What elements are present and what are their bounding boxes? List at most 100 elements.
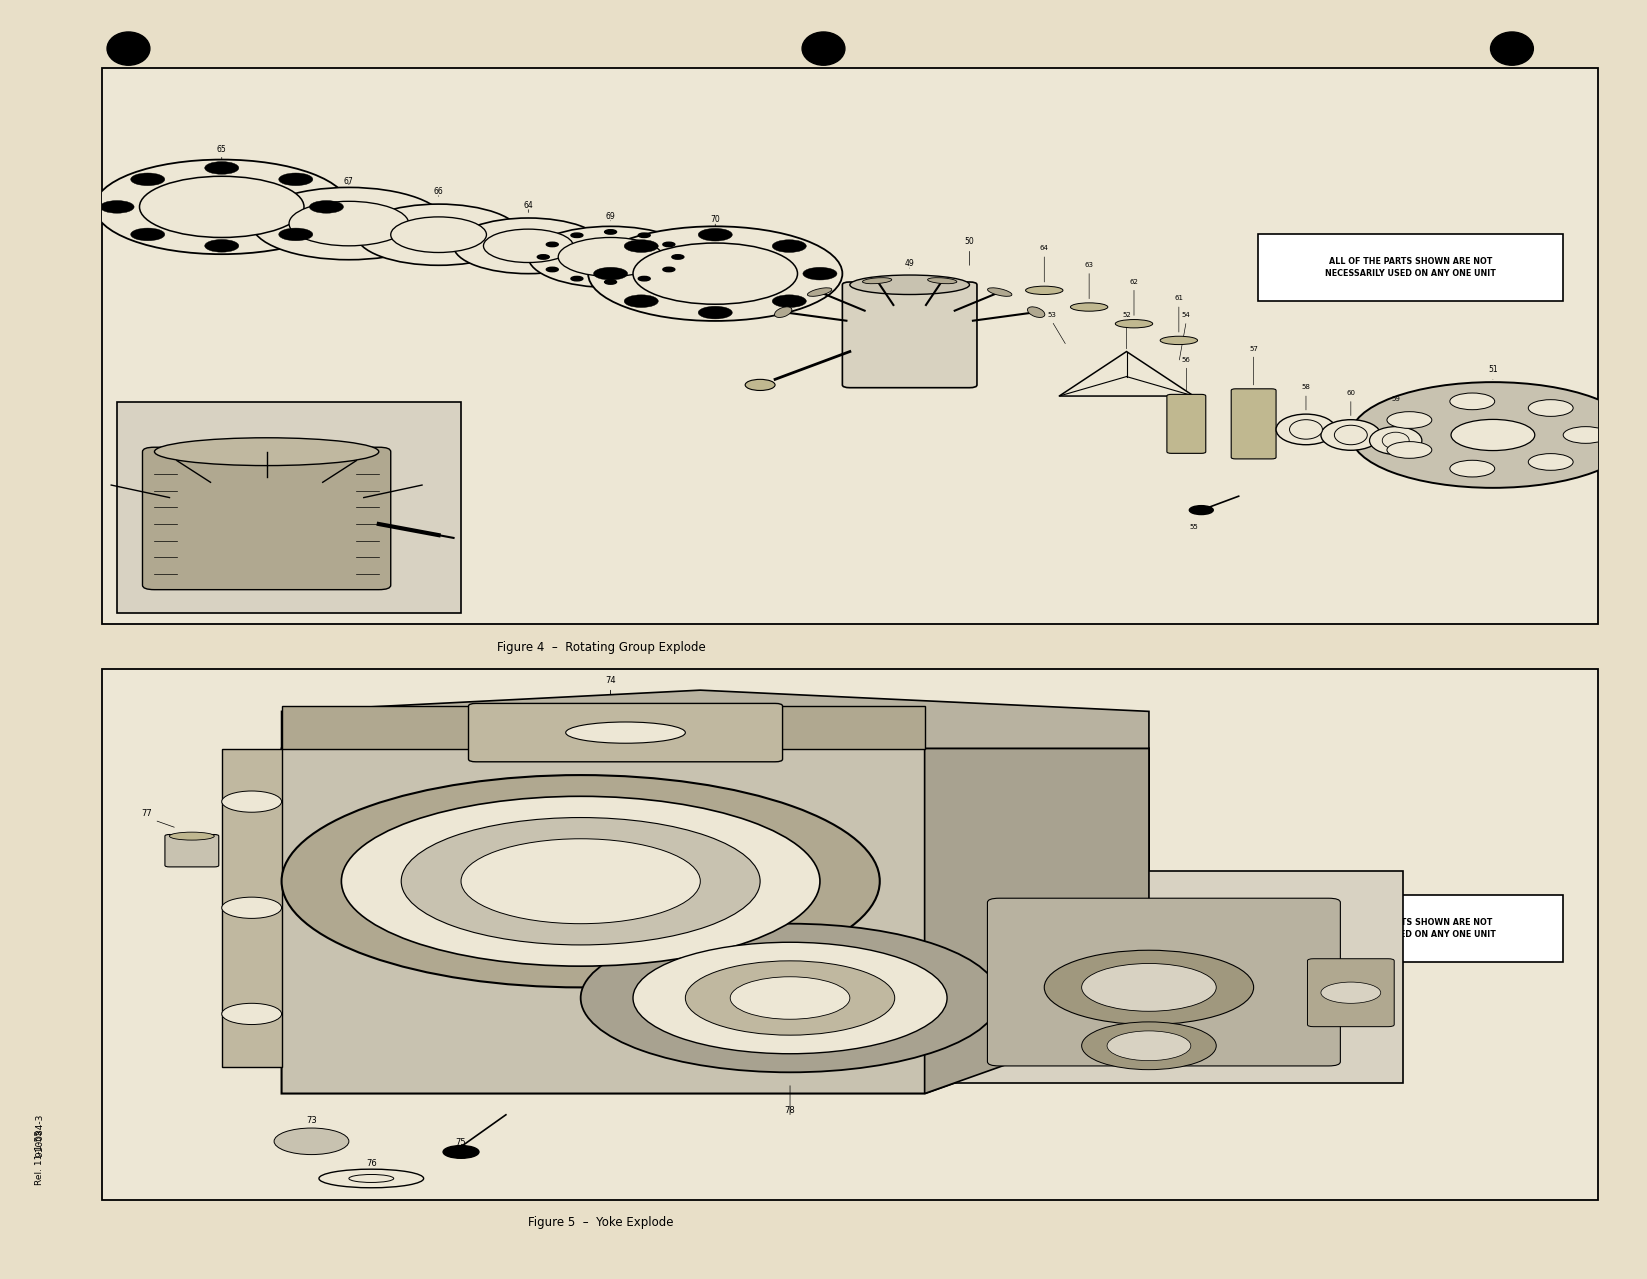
Text: ALL OF THE PARTS SHOWN ARE NOT
NECESSARILY USED ON ANY ONE UNIT: ALL OF THE PARTS SHOWN ARE NOT NECESSARI… xyxy=(1326,918,1495,939)
Circle shape xyxy=(204,161,239,174)
Circle shape xyxy=(698,306,733,318)
Circle shape xyxy=(604,280,616,284)
Circle shape xyxy=(1451,420,1535,450)
Bar xyxy=(1258,895,1563,962)
Text: 49: 49 xyxy=(904,260,914,269)
Circle shape xyxy=(547,242,558,247)
Circle shape xyxy=(278,173,313,185)
Circle shape xyxy=(624,295,659,307)
Circle shape xyxy=(1563,427,1607,444)
Circle shape xyxy=(662,267,675,271)
Bar xyxy=(1258,234,1563,301)
Text: 58: 58 xyxy=(1301,385,1311,390)
Circle shape xyxy=(222,790,282,812)
Circle shape xyxy=(341,797,820,966)
Text: 56: 56 xyxy=(1183,357,1191,363)
Text: 910084-3: 910084-3 xyxy=(35,1114,44,1157)
Ellipse shape xyxy=(1290,420,1323,439)
Text: 53: 53 xyxy=(1047,312,1056,318)
Text: 69: 69 xyxy=(606,212,616,221)
Circle shape xyxy=(685,961,894,1035)
Text: Rel. 11-1-55: Rel. 11-1-55 xyxy=(35,1129,44,1186)
Ellipse shape xyxy=(1334,425,1367,445)
Text: 60: 60 xyxy=(1346,390,1355,396)
Text: 61: 61 xyxy=(1174,295,1183,302)
Ellipse shape xyxy=(1071,303,1108,311)
FancyBboxPatch shape xyxy=(1232,389,1276,459)
Circle shape xyxy=(273,1128,349,1155)
Circle shape xyxy=(100,201,133,214)
FancyBboxPatch shape xyxy=(468,703,782,762)
Circle shape xyxy=(1528,399,1573,417)
Circle shape xyxy=(802,32,845,65)
Circle shape xyxy=(730,977,850,1019)
Text: Figure 5  –  Yoke Explode: Figure 5 – Yoke Explode xyxy=(529,1216,674,1229)
Ellipse shape xyxy=(1028,307,1044,317)
Text: 64: 64 xyxy=(524,201,534,210)
Ellipse shape xyxy=(1370,427,1421,454)
Text: 73: 73 xyxy=(306,1117,316,1126)
Circle shape xyxy=(772,295,807,307)
Circle shape xyxy=(356,205,520,265)
Circle shape xyxy=(222,897,282,918)
Ellipse shape xyxy=(1159,336,1197,344)
Circle shape xyxy=(484,229,573,262)
Ellipse shape xyxy=(850,275,970,294)
Text: 57: 57 xyxy=(1248,345,1258,352)
Text: 76: 76 xyxy=(366,1159,377,1168)
Circle shape xyxy=(204,239,239,252)
Circle shape xyxy=(402,817,761,945)
FancyBboxPatch shape xyxy=(988,898,1341,1065)
Circle shape xyxy=(632,943,947,1054)
Circle shape xyxy=(1387,441,1431,458)
Polygon shape xyxy=(222,748,282,1067)
FancyBboxPatch shape xyxy=(842,281,977,388)
Circle shape xyxy=(1387,412,1431,428)
Circle shape xyxy=(310,201,344,214)
Ellipse shape xyxy=(1276,414,1336,445)
Text: 65: 65 xyxy=(217,145,227,153)
Text: 75: 75 xyxy=(456,1137,466,1146)
Circle shape xyxy=(581,923,1000,1072)
Bar xyxy=(117,402,461,613)
Ellipse shape xyxy=(170,833,214,840)
Circle shape xyxy=(558,238,662,276)
Circle shape xyxy=(537,255,548,260)
Text: 74: 74 xyxy=(604,675,616,684)
Text: 77: 77 xyxy=(142,808,153,817)
Circle shape xyxy=(1189,505,1214,514)
Circle shape xyxy=(1082,1022,1215,1069)
Circle shape xyxy=(1491,32,1533,65)
Circle shape xyxy=(672,255,684,260)
Circle shape xyxy=(461,839,700,923)
Circle shape xyxy=(529,226,693,288)
Text: 52: 52 xyxy=(1122,312,1131,318)
FancyBboxPatch shape xyxy=(143,448,390,590)
Polygon shape xyxy=(282,748,1150,1094)
Text: 59: 59 xyxy=(1392,395,1400,402)
Circle shape xyxy=(453,217,603,274)
Circle shape xyxy=(662,242,675,247)
Circle shape xyxy=(282,775,879,987)
Text: ALL OF THE PARTS SHOWN ARE NOT
NECESSARILY USED ON ANY ONE UNIT: ALL OF THE PARTS SHOWN ARE NOT NECESSARI… xyxy=(1326,257,1495,278)
FancyBboxPatch shape xyxy=(1308,959,1395,1027)
Circle shape xyxy=(547,267,558,271)
Ellipse shape xyxy=(807,288,832,297)
Polygon shape xyxy=(282,706,924,748)
Ellipse shape xyxy=(927,278,957,284)
Circle shape xyxy=(588,226,842,321)
Text: 63: 63 xyxy=(1085,262,1094,269)
Ellipse shape xyxy=(1115,320,1153,327)
Circle shape xyxy=(1351,382,1635,487)
Circle shape xyxy=(222,1003,282,1024)
Polygon shape xyxy=(924,748,1150,1094)
Circle shape xyxy=(443,1146,479,1159)
Text: 67: 67 xyxy=(344,177,354,185)
Circle shape xyxy=(632,243,797,304)
Circle shape xyxy=(1107,1031,1191,1060)
Ellipse shape xyxy=(155,437,379,466)
Circle shape xyxy=(252,188,446,260)
Circle shape xyxy=(1449,393,1495,409)
Bar xyxy=(955,871,1403,1083)
Ellipse shape xyxy=(863,278,891,284)
